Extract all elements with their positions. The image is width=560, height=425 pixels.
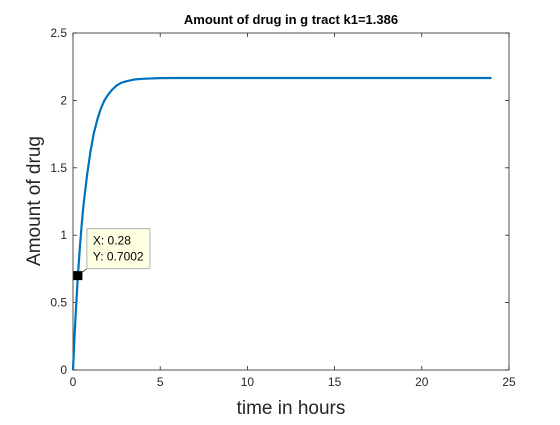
x-tick-label: 5 [157, 375, 164, 389]
datatip[interactable]: X: 0.28 Y: 0.7002 [73, 228, 151, 281]
x-tick-label: 15 [328, 375, 342, 389]
x-tick-label: 25 [502, 375, 516, 389]
y-tick-label: 0 [60, 363, 67, 377]
x-tick-label: 20 [415, 375, 429, 389]
x-tick-label: 0 [70, 375, 77, 389]
series-line [71, 76, 492, 371]
y-tick-label: 1.5 [50, 161, 67, 175]
axes-box [72, 32, 510, 371]
y-tick-label: 1 [60, 228, 67, 242]
y-tick-label: 2.5 [50, 26, 67, 40]
y-tick-label: 0.5 [50, 296, 67, 310]
y-axis-label: Amount of drug [24, 136, 45, 266]
datatip-box[interactable] [86, 228, 151, 270]
datatip-marker[interactable] [73, 271, 83, 281]
datatip-y-text: Y: 0.7002 [93, 250, 144, 264]
series-layer [71, 76, 492, 371]
datatip-x-text: X: 0.28 [93, 234, 131, 248]
axes: 0 5 10 15 20 25 0 0.5 1 1.5 2 2.5 [50, 26, 516, 389]
plot-area [73, 33, 509, 370]
x-tick-label: 10 [241, 375, 255, 389]
chart-title: Amount of drug in g tract k1=1.386 [184, 12, 398, 27]
y-tick-label: 2 [60, 93, 67, 107]
x-axis-label: time in hours [237, 398, 346, 419]
